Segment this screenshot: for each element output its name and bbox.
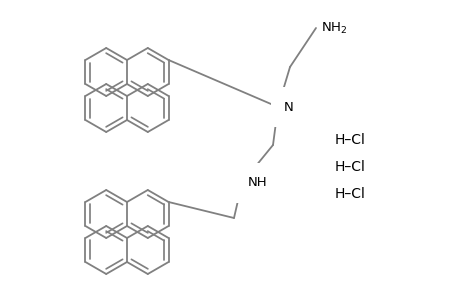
Text: H–Cl: H–Cl: [333, 133, 364, 146]
Text: NH$_2$: NH$_2$: [320, 20, 347, 36]
Text: H–Cl: H–Cl: [333, 187, 364, 200]
Text: N: N: [283, 100, 293, 113]
Text: H–Cl: H–Cl: [333, 160, 364, 173]
Text: NH: NH: [247, 176, 267, 190]
